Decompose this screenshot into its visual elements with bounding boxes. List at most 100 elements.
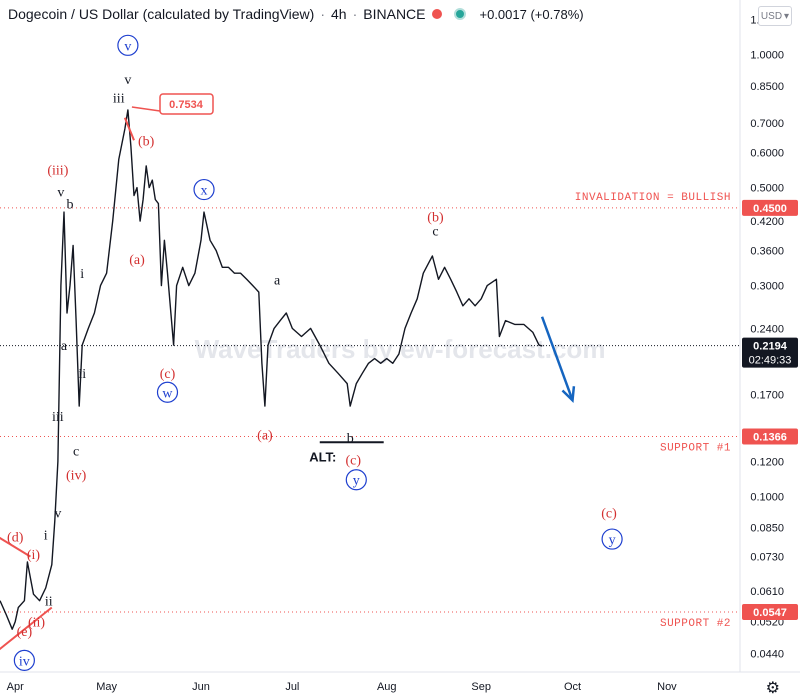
wave-label: iii <box>113 91 125 106</box>
wave-label-circle <box>601 528 623 550</box>
current-price-value: 0.2194 <box>753 341 788 353</box>
x-tick-label: Aug <box>377 681 397 693</box>
x-tick-label: Oct <box>564 681 581 693</box>
trendline <box>0 606 53 651</box>
y-tick-label: 0.0440 <box>750 649 784 661</box>
wave-label: v <box>124 39 131 54</box>
y-tick-label: 0.1700 <box>750 390 784 402</box>
title-separator: · <box>352 6 358 22</box>
trendline <box>0 536 31 558</box>
current-price-tag <box>742 337 798 368</box>
price-change: +0.0017 (+0.78%) <box>479 6 584 22</box>
y-tick-label: 0.7000 <box>750 118 784 130</box>
market-status-dot <box>431 9 442 19</box>
x-tick-label: Nov <box>657 681 677 693</box>
y-tick-label: 0.6000 <box>750 148 784 160</box>
y-tick-label: 0.1200 <box>750 456 784 468</box>
wave-label: (b) <box>427 211 444 226</box>
wave-label: y <box>353 474 360 489</box>
wave-label: ii <box>45 595 53 610</box>
wave-label: w <box>162 386 173 401</box>
wave-label-circle <box>117 34 139 56</box>
wave-label: ALT: <box>309 450 336 465</box>
wave-label: (ii) <box>28 616 45 631</box>
wave-label: (c) <box>601 506 617 521</box>
y-tick-label: 0.0850 <box>750 522 784 534</box>
trendline <box>123 117 135 141</box>
wave-label: (iv) <box>66 469 87 484</box>
wave-label: i <box>44 528 48 543</box>
chevron-down-icon: ▾ <box>784 10 790 22</box>
level-price-tag-text: 0.4500 <box>753 203 787 215</box>
interval-label[interactable]: 4h <box>331 6 347 22</box>
symbol-title[interactable]: Dogecoin / US Dollar (calculated by Trad… <box>8 6 315 22</box>
level-label: INVALIDATION = BULLISH <box>575 192 731 204</box>
level-price-tag-text: 0.0547 <box>753 607 787 619</box>
level-label: SUPPORT #2 <box>660 618 731 630</box>
gear-icon[interactable]: ⚙ <box>765 680 780 697</box>
wave-label: (a) <box>129 253 145 268</box>
level-price-tag <box>742 199 798 216</box>
wave-label-circle <box>13 649 35 671</box>
projection-arrow-line <box>540 316 574 401</box>
wave-label: x <box>201 184 208 199</box>
exchange-label: BINANCE <box>363 6 426 22</box>
currency-label: USD <box>760 10 783 22</box>
y-tick-label: 0.2400 <box>750 323 784 335</box>
wave-label-circle <box>345 469 367 491</box>
wave-label: ii <box>78 367 86 382</box>
title-separator: · <box>320 6 326 22</box>
wave-label: i <box>80 267 84 282</box>
wave-label: (e) <box>17 625 33 640</box>
wave-label: c <box>73 444 79 459</box>
wave-label: b <box>347 431 354 446</box>
live-status-dot <box>453 8 466 20</box>
chart-title-bar: Dogecoin / US Dollar (calculated by Trad… <box>8 6 584 22</box>
wave-label: (iii) <box>47 163 68 178</box>
countdown-value: 02:49:33 <box>749 355 792 367</box>
wave-label: y <box>609 533 616 548</box>
wave-label: v <box>54 506 61 521</box>
x-tick-label: May <box>96 681 117 693</box>
wave-label: (b) <box>138 134 155 149</box>
wave-label: (d) <box>7 531 24 546</box>
level-price-tag <box>742 603 798 620</box>
wave-label: iv <box>19 654 30 669</box>
wave-label: a <box>61 339 68 354</box>
wave-label-circle <box>156 381 179 403</box>
x-tick-label: Apr <box>7 681 24 693</box>
wave-label-circle <box>193 178 215 201</box>
x-tick-label: Jun <box>192 681 210 693</box>
currency-selector[interactable]: USD ▾ <box>758 6 792 26</box>
y-tick-label: 0.8500 <box>750 81 784 93</box>
projection-arrow-head <box>561 386 576 403</box>
y-tick-label: 0.4200 <box>750 216 784 228</box>
wave-label: (a) <box>257 429 273 444</box>
wave-label: a <box>274 273 281 288</box>
wave-label: b <box>67 198 74 213</box>
wave-label: v <box>124 73 131 88</box>
y-tick-label: 0.0730 <box>750 552 784 564</box>
x-tick-label: Jul <box>285 681 299 693</box>
wave-label: c <box>432 224 438 239</box>
price-series-line <box>0 109 543 630</box>
y-tick-label: 0.3600 <box>750 246 784 258</box>
wave-label: iii <box>52 410 64 425</box>
wave-label: (i) <box>27 548 41 563</box>
y-tick-label: 0.1000 <box>750 491 784 503</box>
y-tick-label: 0.5000 <box>750 183 784 195</box>
level-label: SUPPORT #1 <box>660 442 731 454</box>
x-tick-label: Sep <box>471 681 491 693</box>
y-tick-label: 0.0610 <box>750 586 784 598</box>
wave-label: v <box>57 185 64 200</box>
level-price-tag <box>742 428 798 445</box>
y-tick-label: 0.3000 <box>750 281 784 293</box>
peak-callout-box <box>159 93 214 115</box>
peak-callout-label: 0.7534 <box>169 99 204 111</box>
wave-label: (c) <box>160 367 176 382</box>
y-tick-label: 1.0000 <box>750 50 784 62</box>
wave-label: (c) <box>345 454 361 469</box>
level-price-tag-text: 0.1366 <box>753 431 787 443</box>
